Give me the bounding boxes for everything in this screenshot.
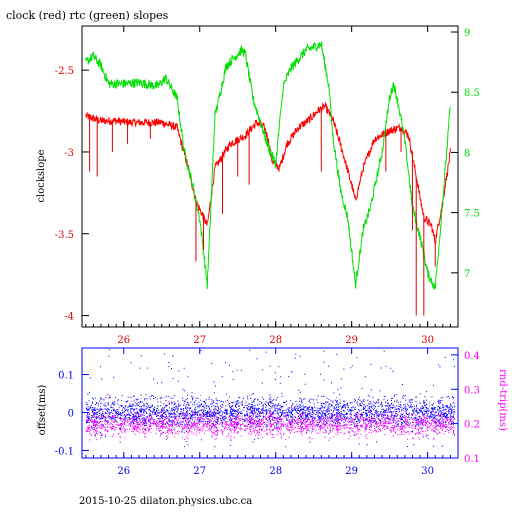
chart-title: clock (red) rtc (green) slopes	[6, 9, 169, 22]
top-y-tick-label: -2.5	[55, 66, 74, 77]
bottom-x-tick-label: 29	[345, 466, 358, 477]
bottom-y-tick-label: 0.1	[58, 371, 74, 382]
top-y-axis-label: clockslope	[36, 149, 47, 202]
top-y-tick-label: -4	[64, 312, 74, 323]
top-y2-tick-label: 7	[464, 269, 470, 280]
bottom-x-tick-label: 26	[117, 466, 130, 477]
top-x-tick-label: 28	[269, 335, 282, 346]
bottom-y2-tick-label: 0.1	[464, 454, 480, 465]
top-x-tick-label: 29	[345, 335, 358, 346]
footer-host-date: 2015-10-25 dilaton.physics.ubc.ca	[79, 496, 253, 507]
top-y2-tick-label: 8.5	[464, 88, 480, 99]
top-x-tick-label: 27	[193, 335, 206, 346]
bottom-y-axis-label: offset(ms)	[37, 385, 48, 436]
bottom-right-axis-label: rnd-trip(ms)	[497, 369, 508, 431]
bottom-y2-tick-label: 0.3	[464, 385, 480, 396]
top-y2-tick-label: 7.5	[464, 209, 480, 220]
bottom-y-tick-label: 0	[68, 408, 74, 419]
top-chart-frame	[81, 25, 459, 328]
bottom-y2-tick-label: 0.2	[464, 420, 480, 431]
bottom-x-tick-label: 30	[421, 466, 434, 477]
top-x-tick-label: 26	[117, 335, 130, 346]
clock-rtc-series-layer	[85, 41, 451, 316]
bottom-x-tick-label: 28	[269, 466, 282, 477]
top-y2-tick-label: 9	[464, 28, 470, 39]
top-y-tick-label: -3.5	[55, 230, 74, 241]
top-x-tick-label: 30	[421, 335, 434, 346]
offset-roundtrip-points-layer	[85, 349, 456, 448]
points-offset	[85, 349, 456, 448]
bottom-chart-axes: 26 27 28 29 30 0.1 0 -0.1 0.4 0.3 0.2 0.1	[55, 348, 480, 477]
top-chart-axes: 26 27 28 29 30 -2.5 -3 -3.5 -4 9 8.5 8 7.5 7	[55, 26, 480, 346]
bottom-y2-tick-label: 0.4	[464, 351, 480, 362]
bottom-y-tick-label: -0.1	[55, 446, 74, 457]
top-y2-tick-label: 8	[464, 148, 470, 159]
series-line-rtc	[85, 41, 451, 290]
bottom-x-tick-label: 27	[193, 466, 206, 477]
series-line-clock	[85, 101, 451, 245]
top-y-tick-label: -3	[64, 148, 74, 159]
bottom-chart-frame	[81, 347, 459, 459]
